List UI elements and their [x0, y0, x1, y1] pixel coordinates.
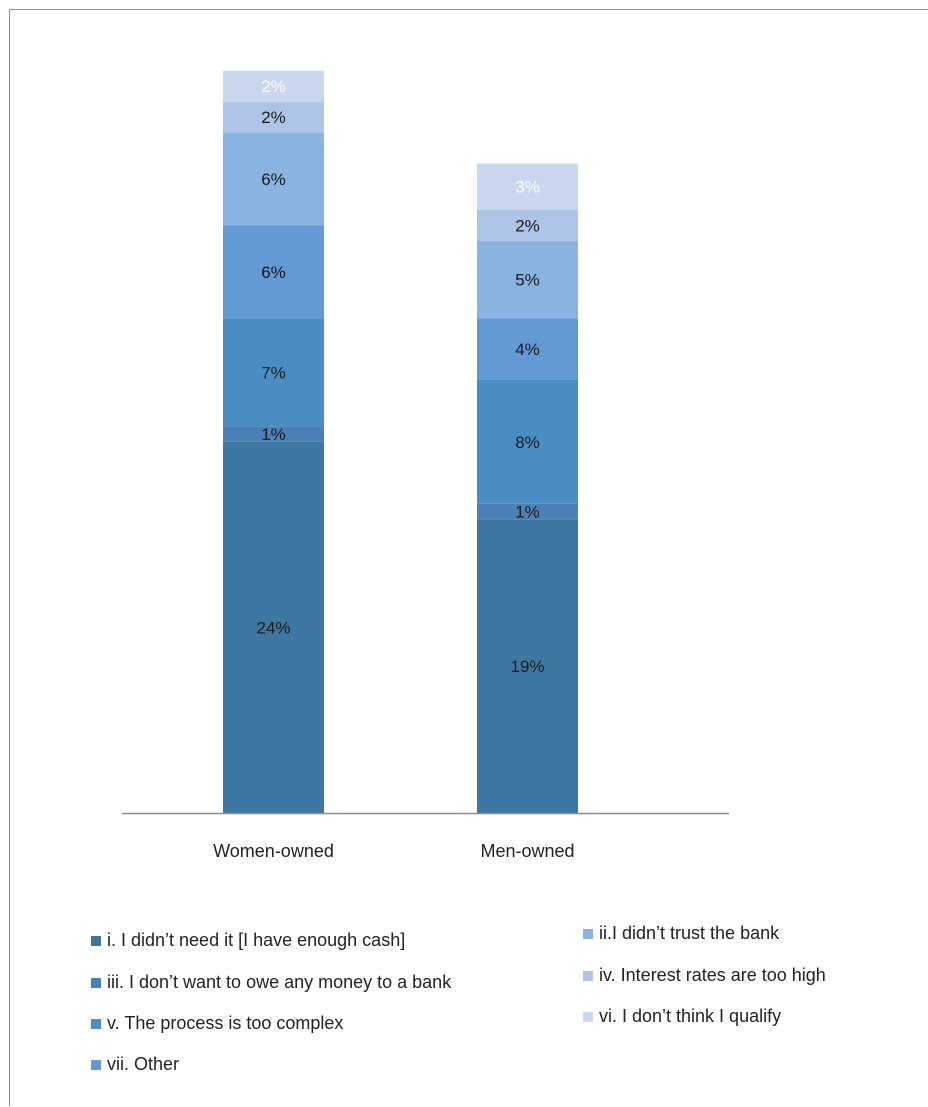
data-label: 4%	[515, 340, 540, 359]
bar-segment	[477, 380, 578, 504]
data-label: 6%	[261, 263, 286, 282]
legend-label: iv. Interest rates are too high	[599, 965, 826, 985]
legend-item: vii. Other	[91, 1054, 179, 1075]
legend-swatch	[583, 970, 593, 981]
chart-frame: 24% 1% 7% 6% 6% 2% 2% Women-owned 19% 1% 8% 4% 5% 2% 3…	[9, 9, 928, 1106]
bar-segment	[223, 101, 324, 133]
legend-label: ii.I didn’t trust the bank	[599, 923, 780, 943]
category-label: Women-owned	[213, 841, 334, 861]
bar-segment	[223, 426, 324, 442]
bar-segment	[223, 318, 324, 427]
data-label: 8%	[515, 433, 540, 452]
legend-swatch	[91, 977, 101, 988]
data-label: 2%	[261, 77, 286, 96]
bar-segment	[477, 209, 578, 241]
legend-item: iii. I don’t want to owe any money to a …	[91, 972, 451, 993]
stacked-bar-chart: 24% 1% 7% 6% 6% 2% 2% Women-owned 19% 1% 8% 4% 5% 2% 3…	[122, 70, 729, 861]
bar-segment	[223, 225, 324, 319]
legend-item: iv. Interest rates are too high	[583, 965, 826, 986]
data-label: 2%	[515, 216, 540, 235]
legend-label: iii. I don’t want to owe any money to a …	[107, 972, 452, 992]
legend-swatch	[91, 1059, 101, 1070]
legend-swatch	[91, 1018, 101, 1029]
bar-segment	[477, 318, 578, 381]
legend-swatch	[583, 928, 593, 939]
data-label: 3%	[515, 178, 540, 197]
legend-label: vi. I don’t think I qualify	[599, 1006, 782, 1026]
data-label: 1%	[515, 502, 540, 521]
data-label: 7%	[261, 363, 286, 382]
bar-segment	[477, 240, 578, 319]
legend-item: i. I didn’t need it [I have enough cash]	[91, 930, 405, 951]
data-label: 5%	[515, 270, 540, 289]
data-label: 24%	[256, 618, 290, 637]
bar-segment	[223, 132, 324, 226]
data-label: 19%	[510, 657, 544, 676]
legend-item: ii.I didn’t trust the bank	[583, 923, 779, 944]
legend-item: vi. I don’t think I qualify	[583, 1006, 781, 1027]
bar-segment	[223, 441, 324, 813]
legend-item: v. The process is too complex	[91, 1013, 343, 1034]
legend-swatch	[91, 935, 101, 946]
legend-label: vii. Other	[107, 1054, 180, 1074]
data-label: 1%	[261, 425, 286, 444]
legend-label: i. I didn’t need it [I have enough cash]	[107, 930, 406, 950]
data-label: 6%	[261, 170, 286, 189]
bar-segment	[477, 503, 578, 520]
bar-segment	[477, 519, 578, 813]
bar-segment	[477, 163, 578, 210]
legend-label: v. The process is too complex	[107, 1013, 344, 1033]
bar-segment	[223, 70, 324, 102]
data-label: 2%	[261, 108, 286, 127]
legend-swatch	[583, 1011, 593, 1022]
category-label: Men-owned	[480, 841, 574, 861]
